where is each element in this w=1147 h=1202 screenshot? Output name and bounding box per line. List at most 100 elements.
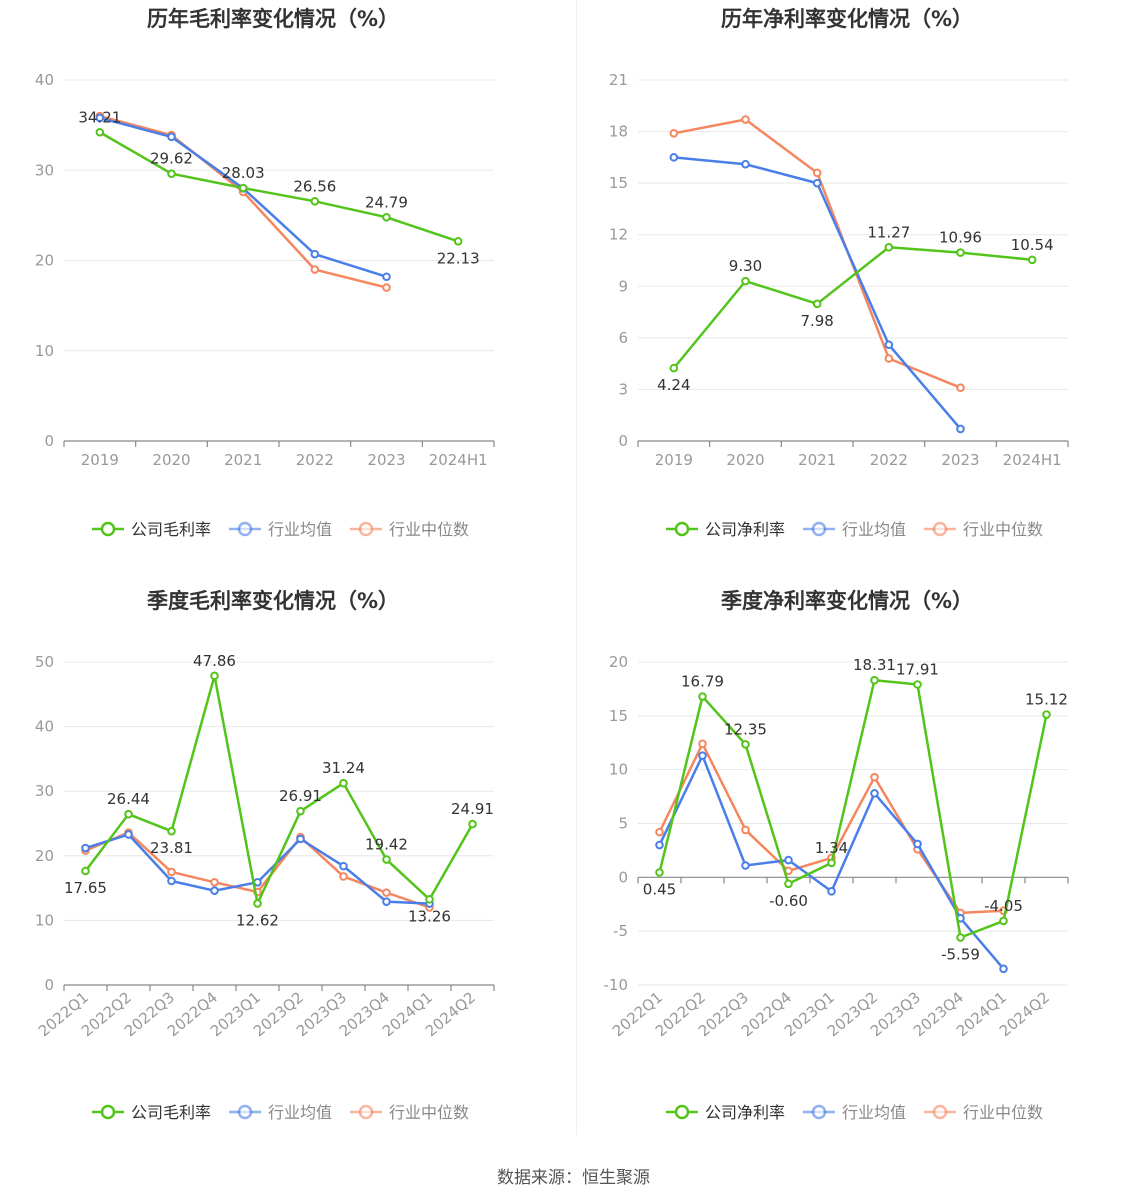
chart-annual-net-margin: 历年净利率变化情况（%） 0 3 6 9 12 15 18 21 2019 2020 2021 2022… [609,7,1069,539]
legend-marker [932,521,948,537]
data-label: 34.21 [78,108,121,126]
legend-marker [811,1104,827,1120]
y-tick-label: 20 [609,653,628,671]
data-point [339,861,348,871]
chart-panel-quarterly-gross-margin: 季度毛利率变化情况（%） 0 10 20 30 40 50 2022Q1 2022Q2 2022Q… [0,582,573,1142]
data-point [167,826,176,836]
series-line [99,114,387,289]
y-tick-label: 10 [609,761,628,779]
y-tick-label: 3 [618,380,628,398]
data-point [812,299,822,309]
data-point [210,886,219,895]
data-point [339,872,348,881]
data-label: -4.05 [984,897,1023,915]
y-tick-label: 10 [35,911,54,929]
data-label: 1.34 [815,839,848,857]
data-label: 29.62 [150,150,193,168]
data-point [382,212,391,222]
legend-marker [932,1104,948,1120]
data-point [741,159,750,169]
data-point [913,680,922,689]
legend-marker [358,521,374,537]
data-point [124,830,133,839]
x-tick-label: 2020 [152,451,190,469]
data-label: 23.81 [150,839,193,857]
data-label: 7.98 [800,312,833,330]
legend-marker [811,521,827,537]
data-label: 15.12 [1025,691,1068,709]
data-point [870,772,879,782]
data-point [382,888,391,897]
data-point [655,868,664,877]
data-label: 47.86 [193,652,236,670]
chart-panel-quarterly-net-margin: 季度净利率变化情况（%） -10 -5 0 5 10 15 20 2022Q1 2022Q2 202… [574,582,1147,1142]
x-tick-label: 2021 [798,451,836,469]
y-tick-label: 0 [618,432,628,450]
legend-marker [100,521,116,537]
data-point [956,383,965,393]
data-point [956,424,965,434]
data-label: 24.79 [365,193,408,211]
data-point [253,899,262,908]
y-tick-label: -5 [613,922,628,940]
x-tick-label: 2019 [81,451,119,469]
data-point [884,242,894,252]
y-tick-label: 15 [609,174,628,192]
data-label: 17.65 [64,879,107,897]
data-label: 22.13 [437,249,480,267]
data-point [827,887,836,896]
data-point [167,867,176,877]
data-point [95,113,105,123]
data-point [956,248,965,257]
legend-label: 公司毛利率 [131,520,211,539]
data-point [167,876,176,886]
data-point [81,843,90,853]
y-tick-label: 0 [44,432,54,450]
data-point [1042,710,1051,719]
series-line [658,678,1048,939]
data-point [382,897,391,906]
legend-label: 行业中位数 [389,520,469,539]
data-point [741,276,750,286]
legend-label: 行业中位数 [963,1103,1043,1122]
y-tick-label: 20 [35,252,54,270]
data-point [468,819,477,829]
data-point [812,178,822,188]
legend-label: 公司净利率 [705,1103,785,1122]
data-label: 12.35 [724,720,767,738]
data-point [238,183,248,193]
legend-marker [358,1104,374,1120]
legend-marker [237,1104,253,1120]
data-label: 9.30 [729,257,762,275]
data-label: 28.03 [222,164,265,182]
data-point [827,858,836,868]
y-tick-label: 15 [609,707,628,725]
y-tick-label: 9 [618,277,628,295]
data-point [812,168,822,178]
data-point [382,272,391,282]
x-tick-label: 2021 [224,451,262,469]
data-point [453,236,463,246]
data-point [741,740,750,749]
data-point [310,249,320,259]
data-label: 12.62 [236,911,279,929]
data-label: 26.56 [293,177,336,195]
legend-label: 行业均值 [842,520,906,539]
series-line [99,116,387,278]
data-point [741,115,750,124]
data-label: -5.59 [941,946,980,964]
y-tick-label: 40 [35,718,54,736]
data-point [870,675,879,685]
data-label: -0.60 [769,892,808,910]
panel-divider [576,0,577,1135]
data-label: 19.42 [365,836,408,854]
data-point [741,861,750,870]
chart-panel-annual-net-margin: 历年净利率变化情况（%） 0 3 6 9 12 15 18 21 2019 2020 2021 2022… [574,0,1147,560]
data-point [698,692,707,701]
y-tick-label: 30 [35,161,54,179]
data-point [669,128,679,138]
data-point [425,895,434,904]
data-point [784,855,793,865]
legend-label: 行业均值 [268,1103,332,1122]
series-line [673,118,961,389]
